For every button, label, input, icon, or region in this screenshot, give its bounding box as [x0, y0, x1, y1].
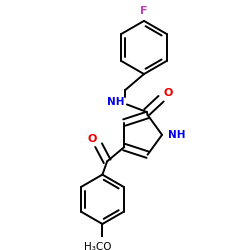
Text: H₃CO: H₃CO — [84, 242, 112, 250]
Text: F: F — [140, 6, 148, 16]
Text: NH: NH — [107, 96, 124, 106]
Text: O: O — [163, 88, 172, 98]
Text: O: O — [87, 134, 97, 144]
Text: NH: NH — [168, 130, 185, 140]
